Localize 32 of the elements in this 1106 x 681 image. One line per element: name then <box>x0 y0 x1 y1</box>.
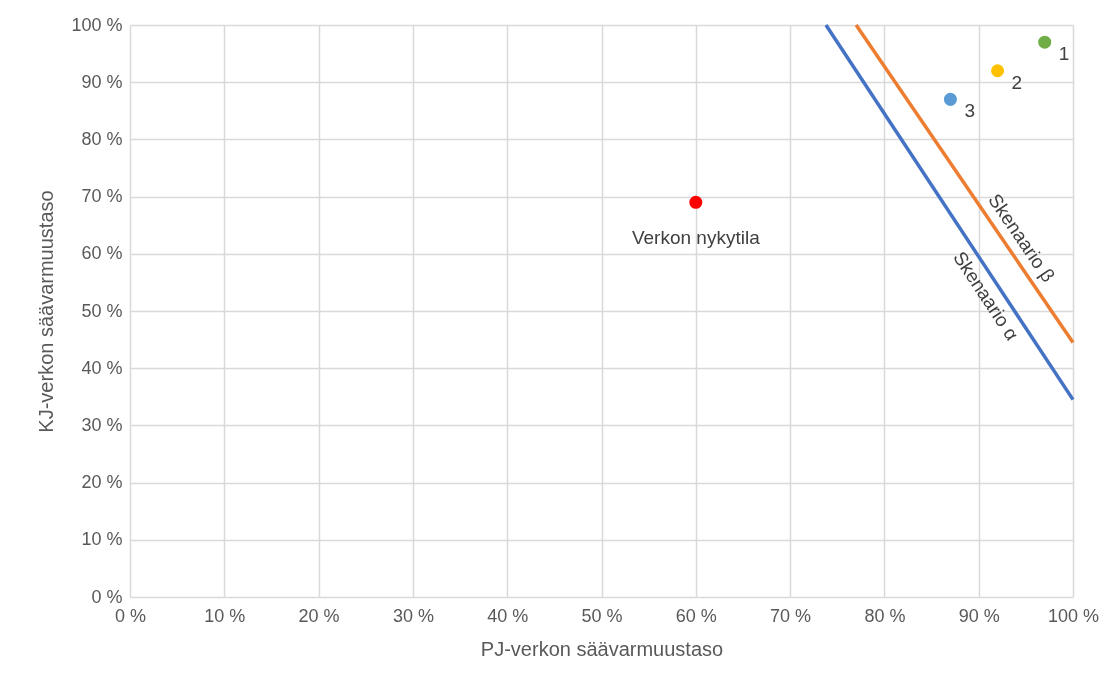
y-tick-label: 50 % <box>81 300 123 321</box>
x-tick-label: 50 % <box>581 605 623 626</box>
y-tick-label: 20 % <box>81 472 123 493</box>
y-tick-label: 90 % <box>81 71 123 92</box>
y-axis-title: KJ-verkon säävarmuustaso <box>35 190 58 433</box>
x-tick-label: 70 % <box>770 605 812 626</box>
series-label: 1 <box>1058 43 1070 65</box>
x-tick-label: 30 % <box>392 605 434 626</box>
x-axis-title: PJ-verkon säävarmuustaso <box>480 637 724 660</box>
x-tick-label: 0 % <box>114 605 147 626</box>
x-tick-label: 90 % <box>958 605 1000 626</box>
point <box>991 64 1005 78</box>
y-tick-label: 10 % <box>81 529 123 550</box>
point <box>1038 35 1052 49</box>
y-tick-label: 60 % <box>81 243 123 264</box>
x-tick-label: 10 % <box>204 605 246 626</box>
y-tick-label: 30 % <box>81 414 123 435</box>
series-label: 3 <box>964 100 975 122</box>
y-tick-label: 100 % <box>71 14 123 35</box>
x-tick-label: 60 % <box>675 605 717 626</box>
series-label: 2 <box>1011 71 1023 93</box>
x-tick-label: 40 % <box>487 605 529 626</box>
x-tick-label: 20 % <box>298 605 340 626</box>
point <box>943 92 957 106</box>
series-label: Verkon nykytila <box>631 227 761 249</box>
y-tick-label: 70 % <box>81 186 123 207</box>
point <box>689 195 703 209</box>
y-tick-label: 40 % <box>81 357 123 378</box>
y-tick-label: 0 % <box>91 586 123 607</box>
x-tick-label: 100 % <box>1047 605 1100 626</box>
x-tick-label: 80 % <box>864 605 906 626</box>
y-tick-label: 80 % <box>81 128 123 149</box>
